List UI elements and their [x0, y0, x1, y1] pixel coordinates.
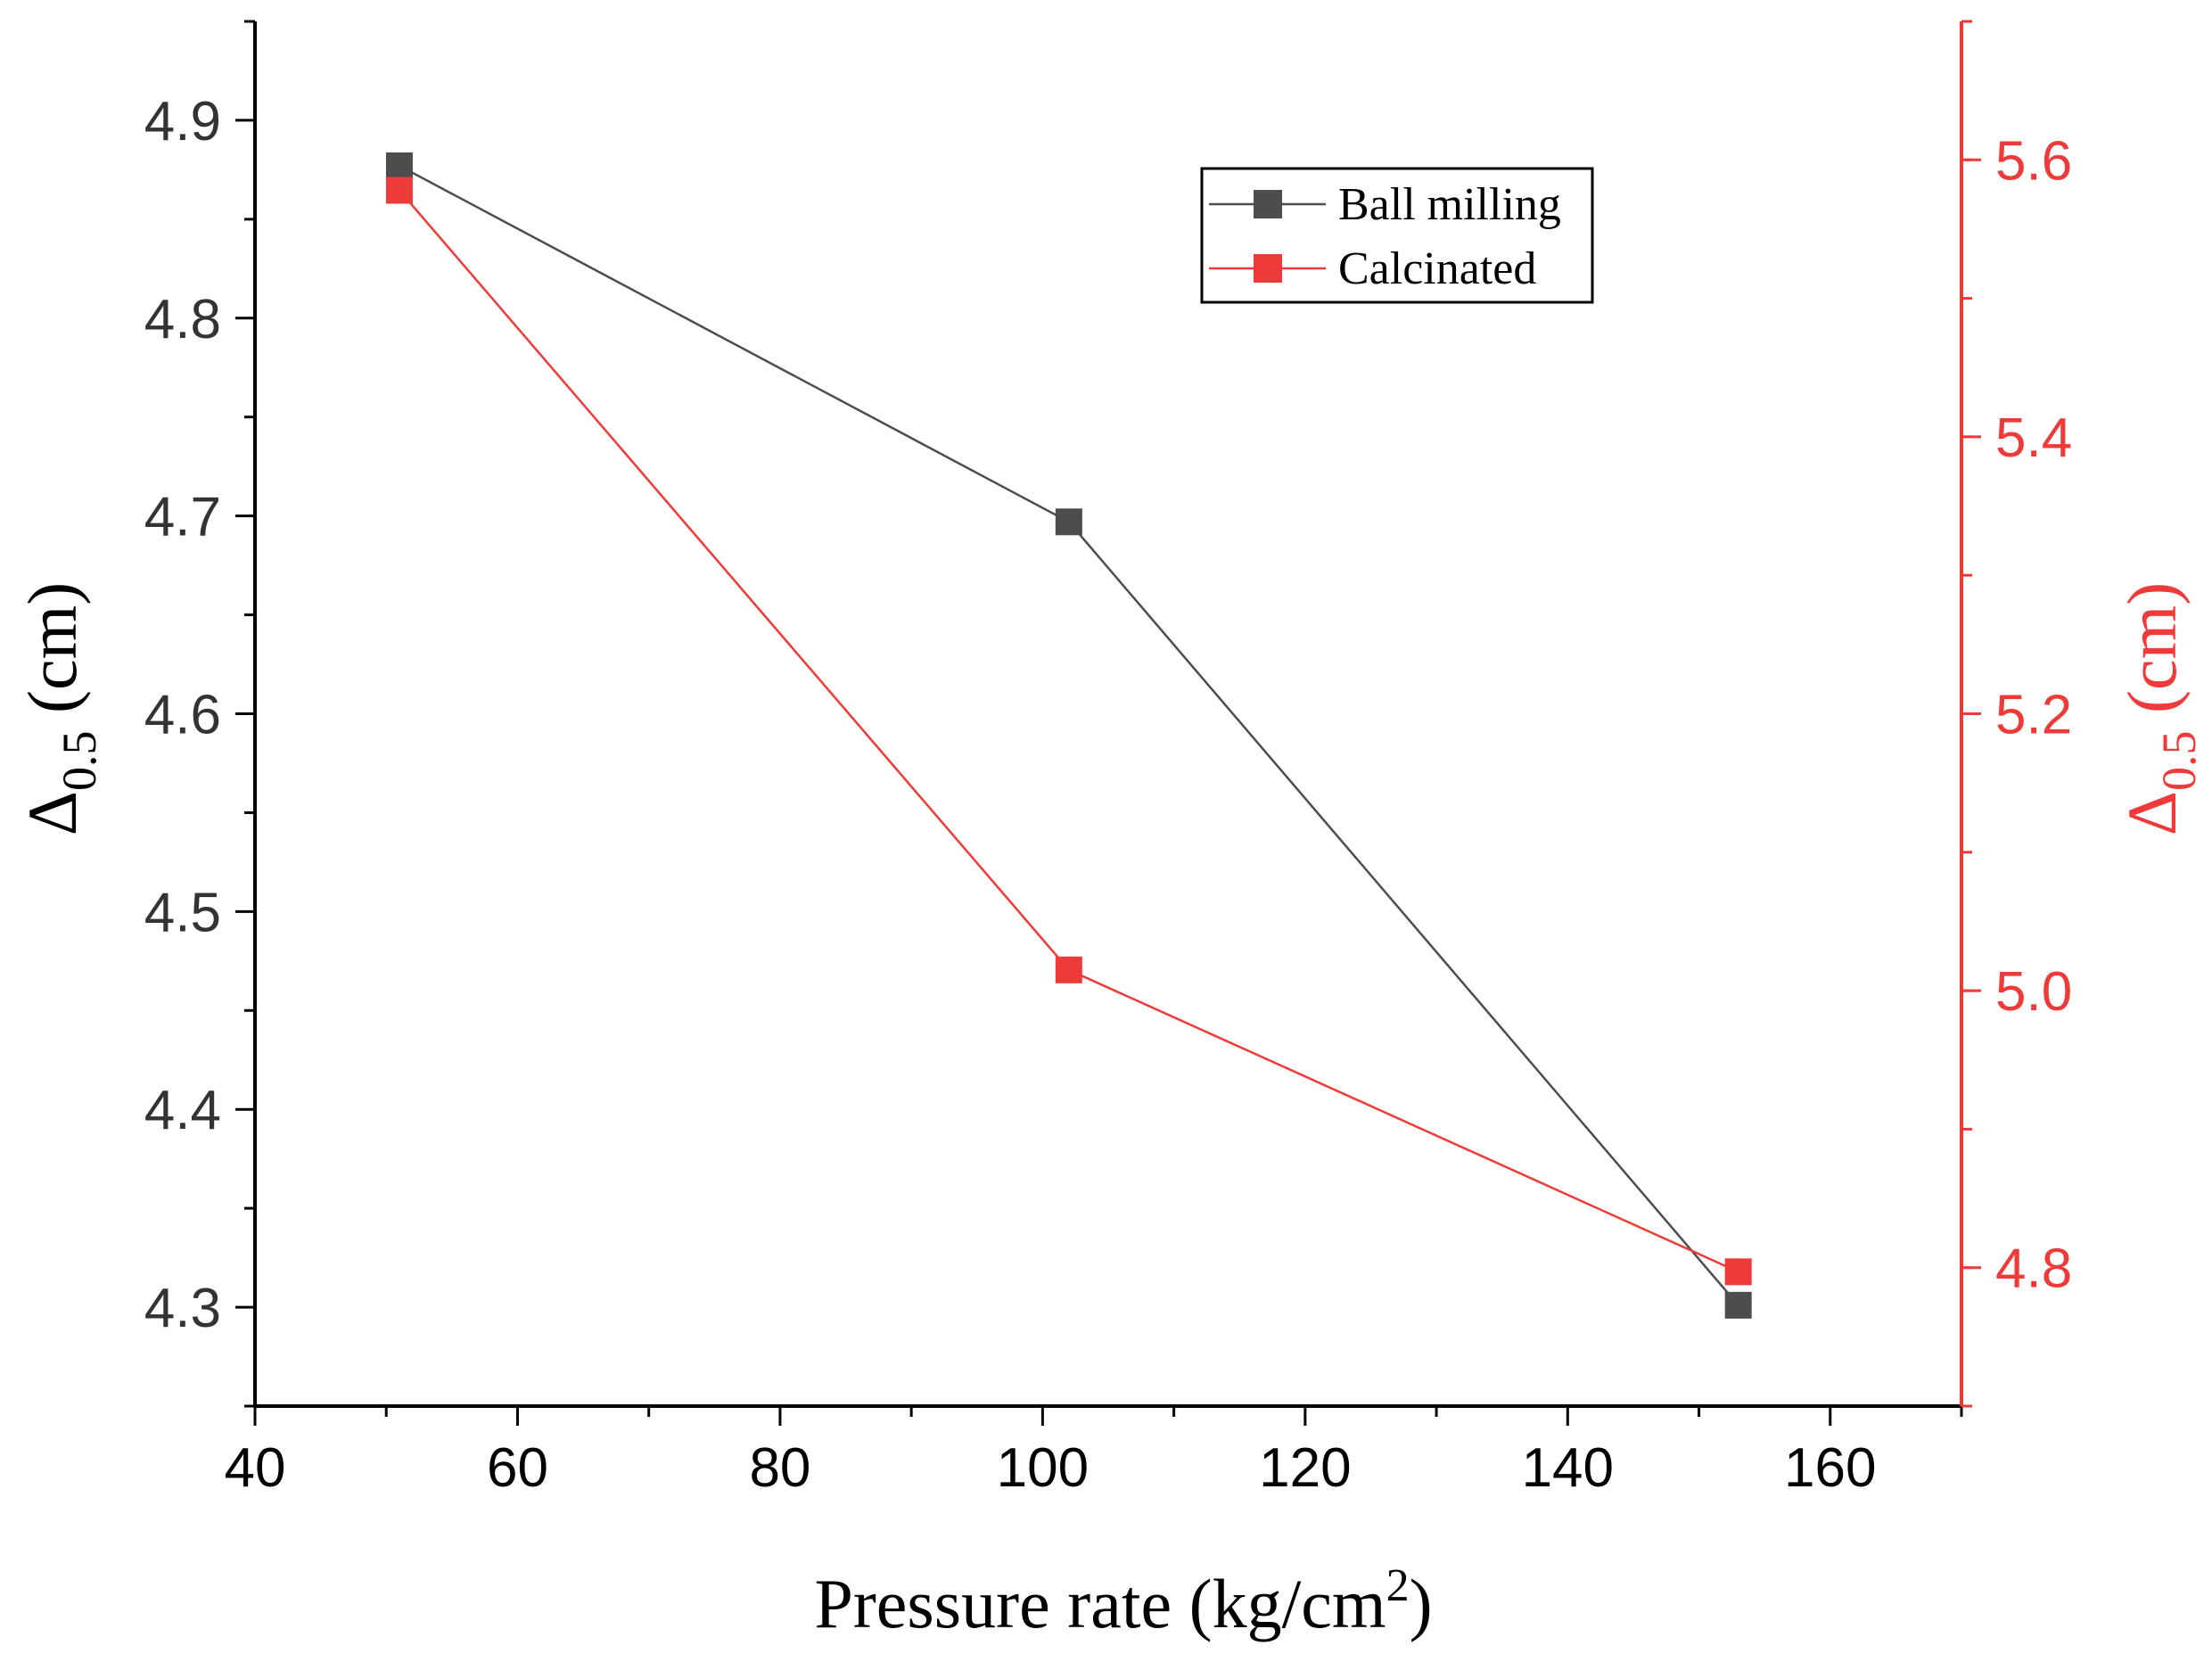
x-tick-label: 40 [225, 1437, 286, 1499]
data-point-ball-milling [1724, 1291, 1752, 1319]
x-axis-title: Pressure rate (kg/cm2) [814, 1560, 1432, 1642]
left-y-axis-symbol: Δ [13, 791, 91, 835]
right-y-axis-symbol: Δ [2113, 791, 2191, 835]
x-axis-title-sup: 2 [1386, 1560, 1410, 1611]
legend-label-calcinated: Calcinated [1338, 243, 1536, 294]
legend-marker-calcinated [1254, 254, 1282, 283]
axes-layer: 40 60 80 100 120 140 160 4.3 4.4 4.5 4.6 4.7 4.8 4.9 4… [144, 20, 2072, 1499]
right-y-tick-label: 4.8 [1995, 1238, 2072, 1300]
left-y-tick-label: 4.6 [144, 685, 221, 746]
left-y-tick-label: 4.3 [144, 1278, 221, 1339]
right-y-axis-title: Δ0.5 (cm) [2113, 582, 2206, 835]
legend-label-ball-milling: Ball milling [1338, 179, 1561, 230]
left-y-axis-title: Δ0.5 (cm) [13, 582, 106, 835]
left-y-axis-sub: 0.5 [53, 731, 106, 792]
x-tick-label: 60 [487, 1437, 548, 1499]
left-y-tick-label: 4.9 [144, 91, 221, 152]
data-point-ball-milling [1055, 508, 1082, 536]
right-y-tick-label: 5.6 [1995, 130, 2072, 192]
right-y-tick-label: 5.2 [1995, 685, 2072, 746]
data-point-calcinated [1724, 1258, 1752, 1286]
x-tick-label: 120 [1259, 1437, 1351, 1499]
left-y-tick-label: 4.4 [144, 1080, 221, 1141]
x-tick-label: 160 [1784, 1437, 1876, 1499]
right-y-tick-label: 5.0 [1995, 961, 2072, 1023]
legend-marker-ball-milling [1254, 190, 1282, 218]
left-y-axis-unit: (cm) [13, 582, 91, 731]
x-tick-label: 140 [1522, 1437, 1614, 1499]
data-point-calcinated [1055, 956, 1082, 983]
x-tick-label: 80 [749, 1437, 810, 1499]
legend: Ball milling Calcinated [1200, 167, 1594, 304]
x-tick-label: 100 [997, 1437, 1089, 1499]
series-layer [385, 152, 1752, 1319]
left-y-tick-label: 4.5 [144, 882, 221, 943]
x-axis-title-close: ) [1410, 1565, 1433, 1642]
plot-area [255, 21, 1961, 1406]
data-point-calcinated [385, 177, 413, 204]
right-y-tick-label: 5.4 [1995, 407, 2072, 469]
x-axis-title-text: Pressure rate (kg/cm [814, 1565, 1386, 1642]
data-point-ball-milling [385, 152, 413, 179]
left-y-tick-label: 4.7 [144, 487, 221, 548]
right-y-axis-unit: (cm) [2113, 582, 2191, 731]
right-y-axis-sub: 0.5 [2152, 731, 2206, 792]
left-y-tick-label: 4.8 [144, 289, 221, 350]
